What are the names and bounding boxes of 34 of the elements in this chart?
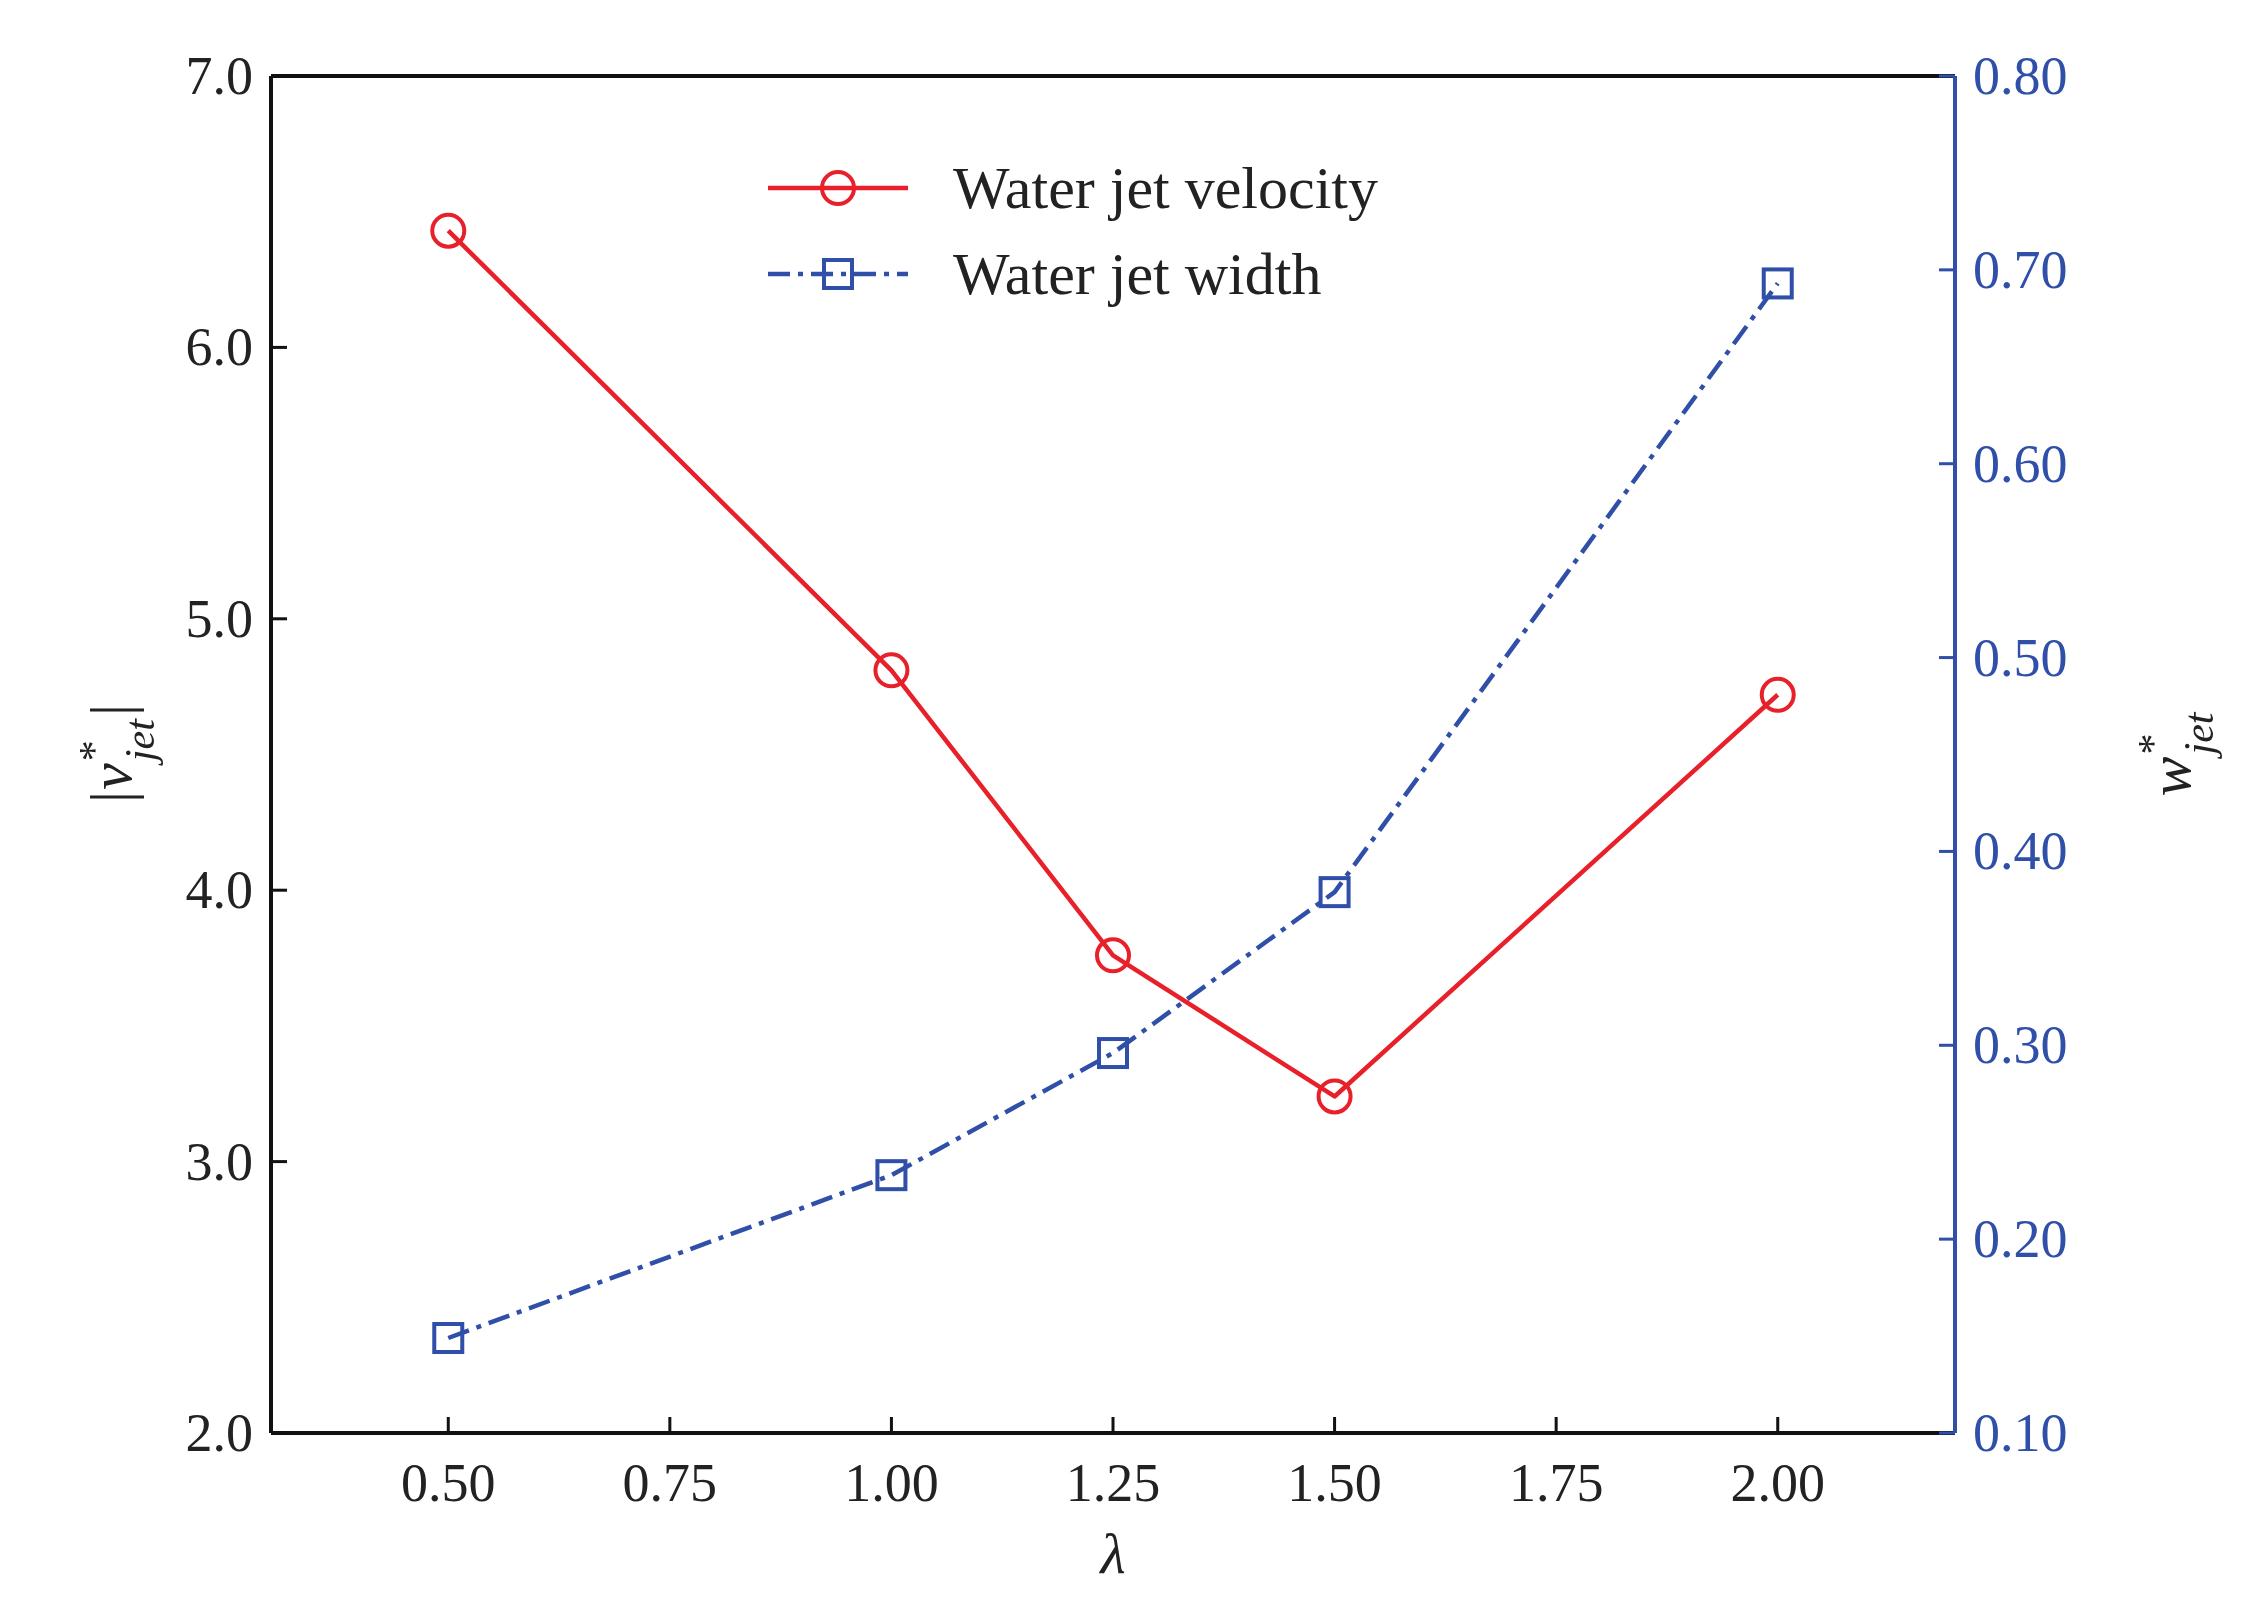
x-tick-label: 0.75 xyxy=(622,1453,718,1513)
x-tick-label: 0.50 xyxy=(401,1453,496,1513)
y-tick-label: 7.0 xyxy=(185,46,253,106)
y2-tick-label: 0.10 xyxy=(1973,1403,2068,1463)
point xyxy=(1318,876,1351,909)
x-axis-title: λ xyxy=(1098,1521,1126,1586)
point xyxy=(1097,1037,1129,1070)
y2-tick-label: 0.40 xyxy=(1973,821,2068,882)
point xyxy=(1761,267,1794,300)
x-tick-label: 1.00 xyxy=(844,1453,939,1513)
y2-tick-label: 0.60 xyxy=(1973,433,2068,494)
point xyxy=(873,652,910,689)
y2-tick-label: 0.30 xyxy=(1973,1015,2068,1076)
y-tick-label: 5.0 xyxy=(185,588,253,649)
legend-label: Water jet velocity xyxy=(953,155,1378,221)
x-tick-label: 1.50 xyxy=(1287,1453,1382,1513)
legend-label: Water jet width xyxy=(953,241,1322,307)
point xyxy=(1759,676,1796,713)
x-tick-label: 1.75 xyxy=(1508,1453,1604,1513)
y2-tick-label: 0.70 xyxy=(1973,239,2068,300)
point xyxy=(432,1322,465,1355)
point xyxy=(1316,1078,1353,1115)
x-tick-label: 1.25 xyxy=(1065,1453,1161,1513)
point xyxy=(875,1159,908,1192)
point xyxy=(1095,937,1131,974)
y2-tick-label: 0.80 xyxy=(1973,46,2068,106)
y2-tick-label: 0.50 xyxy=(1973,627,2068,688)
x-tick-label: 2.00 xyxy=(1730,1453,1825,1513)
y-tick-label: 2.0 xyxy=(185,1403,253,1463)
y2-tick-label: 0.20 xyxy=(1973,1209,2068,1270)
y-tick-label: 3.0 xyxy=(185,1131,253,1192)
point xyxy=(430,212,467,249)
y-tick-label: 4.0 xyxy=(185,860,253,921)
y-tick-label: 6.0 xyxy=(185,317,253,378)
